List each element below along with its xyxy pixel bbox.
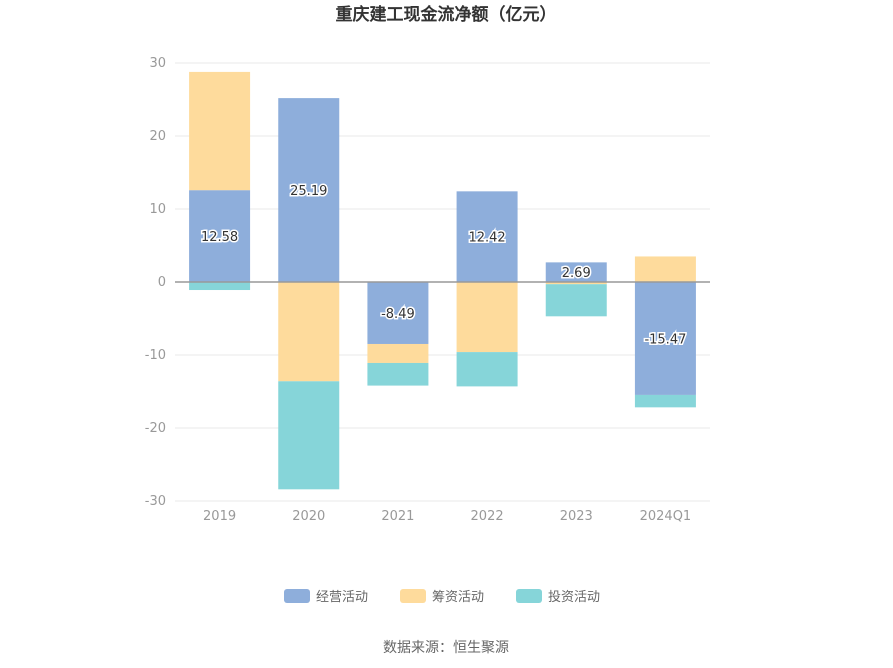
y-tick-label: 10 <box>149 202 166 217</box>
data-label: 12.58 <box>201 230 238 245</box>
legend-item[interactable]: 筹资活动 <box>400 589 484 605</box>
source-note: 数据来源：恒生聚源 <box>383 640 509 656</box>
legend-swatch <box>400 589 426 603</box>
bar-segment[interactable] <box>189 71 251 191</box>
bars <box>189 71 696 490</box>
data-label: 25.19 <box>290 184 327 199</box>
y-tick-label: -20 <box>145 421 166 436</box>
bar-segment[interactable] <box>634 256 696 282</box>
y-tick-label: 20 <box>149 129 166 144</box>
bar-segment[interactable] <box>456 352 518 387</box>
bar-segment[interactable] <box>456 282 518 353</box>
grid-lines <box>175 62 710 502</box>
legend-item[interactable]: 投资活动 <box>516 589 600 605</box>
legend-swatch <box>516 589 542 603</box>
x-axis: 2019 2020 2021 2022 2023 2024Q1 <box>203 509 691 524</box>
legend-label: 投资活动 <box>548 589 600 605</box>
bar-segment[interactable] <box>278 381 340 490</box>
data-label: -15.47 <box>644 332 686 347</box>
bar-segment[interactable] <box>278 98 340 282</box>
bar-segment[interactable] <box>278 282 340 382</box>
x-tick-label: 2024Q1 <box>640 509 692 524</box>
y-axis: 30 20 10 0 -10 -20 -30 <box>145 56 166 509</box>
legend-label: 筹资活动 <box>432 589 484 605</box>
chart-title: 重庆建工现金流净额（亿元） <box>336 4 557 25</box>
bar-segment[interactable] <box>367 362 429 386</box>
y-tick-label: -30 <box>145 494 166 509</box>
bar-segment[interactable] <box>545 284 607 317</box>
bar-segment[interactable] <box>367 282 429 344</box>
bar-segment[interactable] <box>634 394 696 408</box>
data-label: 2.69 <box>562 266 591 281</box>
bar-segment[interactable] <box>189 190 251 282</box>
legend-swatch <box>284 589 310 603</box>
data-labels: 12.58 25.19 -8.49 12.42 2.69 -15.47 <box>199 183 687 349</box>
bar-segment[interactable] <box>545 282 607 285</box>
bar-segment[interactable] <box>189 282 251 291</box>
x-tick-label: 2021 <box>381 509 414 524</box>
bar-segment[interactable] <box>367 343 429 363</box>
data-label: 12.42 <box>468 231 505 246</box>
bar-segment[interactable] <box>456 191 518 282</box>
x-tick-label: 2019 <box>203 509 236 524</box>
y-tick-label: -10 <box>145 348 166 363</box>
x-tick-label: 2022 <box>471 509 504 524</box>
legend-item[interactable]: 经营活动 <box>284 589 368 605</box>
y-tick-label: 0 <box>158 275 166 290</box>
bar-segment[interactable] <box>545 262 607 282</box>
legend[interactable]: 经营活动 筹资活动 投资活动 <box>284 589 600 605</box>
x-tick-label: 2020 <box>292 509 325 524</box>
x-tick-label: 2023 <box>560 509 593 524</box>
data-label: -8.49 <box>381 307 415 322</box>
y-tick-label: 30 <box>149 56 166 71</box>
legend-label: 经营活动 <box>316 590 368 605</box>
bar-segment[interactable] <box>634 282 696 395</box>
